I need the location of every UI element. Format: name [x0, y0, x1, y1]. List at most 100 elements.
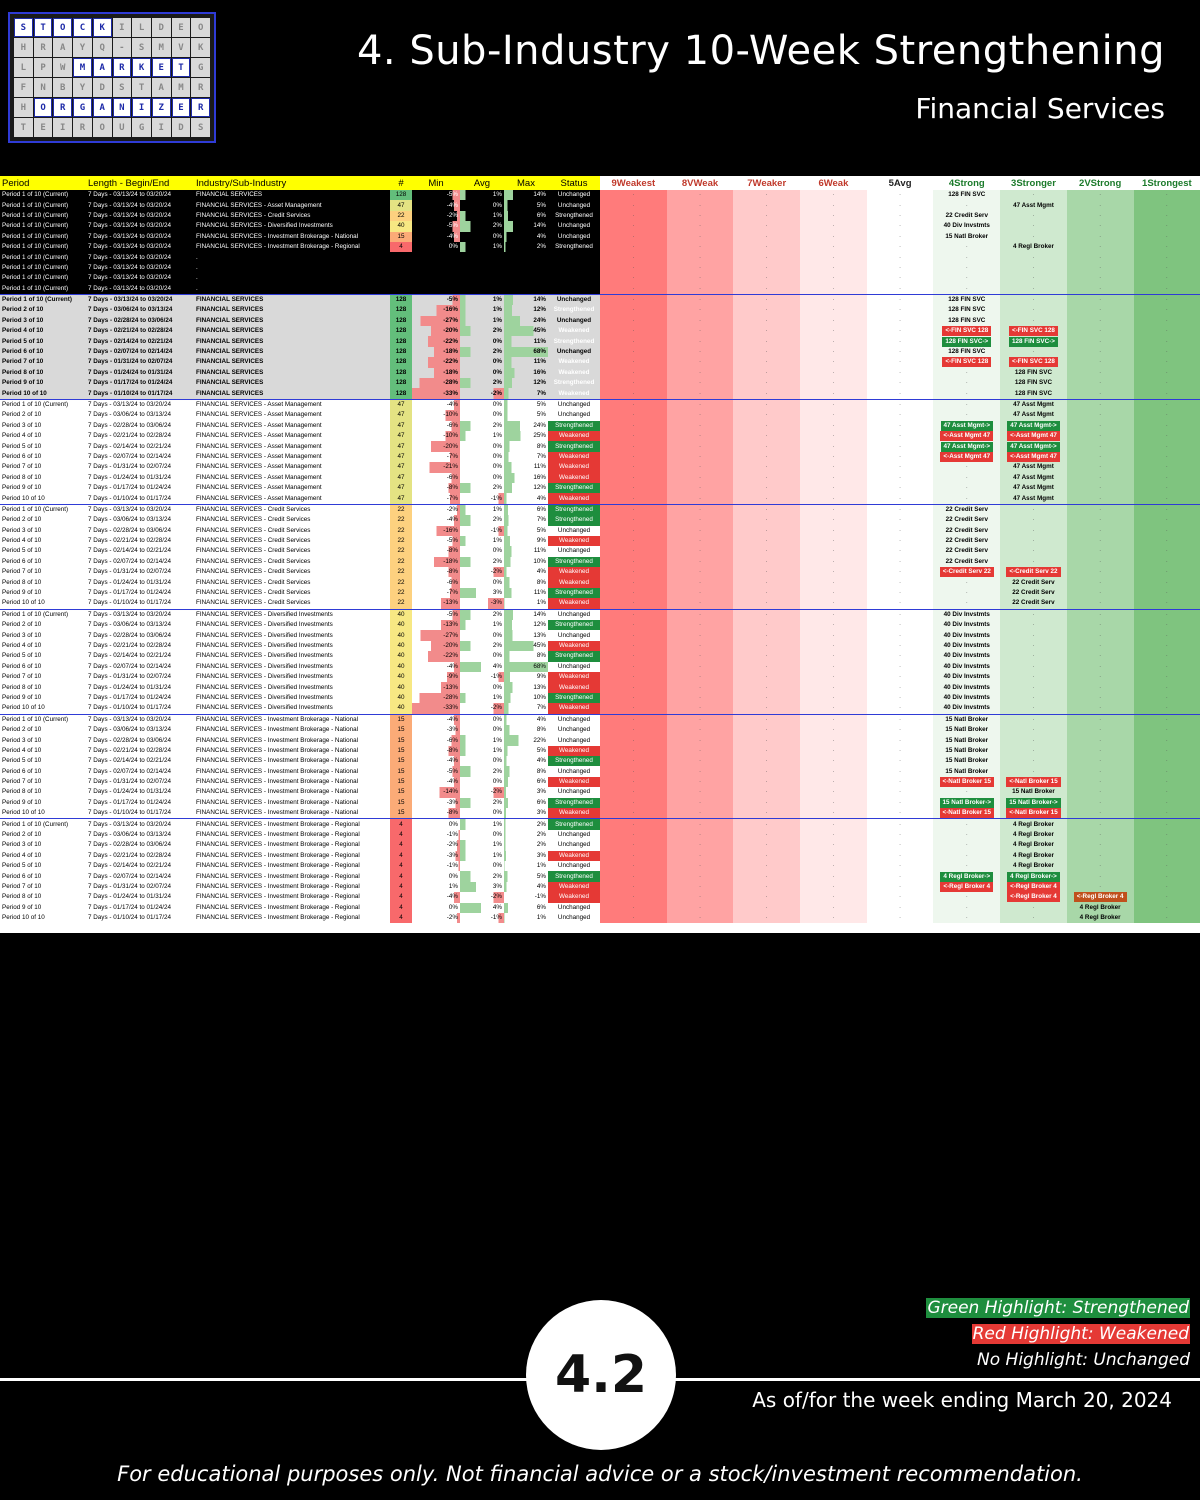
industry-cell: .: [194, 273, 390, 284]
count-cell: 128: [390, 336, 412, 347]
status-cell: Weakened: [548, 640, 600, 652]
period-cell: Period 9 of 10: [0, 378, 86, 389]
zone-label: 22 Credit Serv: [945, 547, 988, 555]
zone-cell: ·: [866, 388, 934, 400]
industry-cell: FINANCIAL SERVICES: [194, 357, 390, 368]
zone-cell: ·: [800, 577, 867, 588]
zone-cell: ·: [600, 829, 667, 841]
logo-filler-letter: B: [53, 78, 73, 97]
zone-cell: ·: [1133, 273, 1200, 284]
period-cell: Period 2 of 10: [2, 831, 42, 839]
logo-filler-letter: D: [92, 78, 112, 97]
zone-cell: ·: [1066, 410, 1134, 421]
period-cell: Period 8 of 10: [2, 683, 42, 691]
zone-cell: ·: [866, 881, 934, 893]
zone-cell: ·: [1066, 567, 1134, 578]
length-cell: 7 Days - 03/13/24 to 03/20/24: [86, 713, 194, 725]
zone-cell: 15 Natl Broker: [933, 745, 1001, 757]
table-row: Period 5 of 10 7 Days - 02/14/24 to 02/21…: [0, 336, 1200, 347]
avg-cell: 0%: [460, 724, 504, 736]
zone-cell: 15 Natl Broker: [933, 735, 1001, 746]
table-row: Period 7 of 10 7 Days - 01/31/24 to 02/07…: [0, 881, 1200, 893]
zone-cell: 128 FIN SVC->: [933, 336, 1001, 347]
avg-cell: 3%: [460, 881, 504, 893]
length-cell: 7 Days - 02/21/24 to 02/28/24: [88, 432, 171, 440]
avg-cell: 0%: [460, 546, 504, 557]
zone-cell: ·: [733, 567, 801, 578]
zone-label: 128 FIN SVC: [1014, 389, 1053, 397]
zone-cell: ·: [666, 850, 734, 861]
min-cell: -4%: [412, 200, 460, 211]
table-row: Period 5 of 10 7 Days - 02/14/24 to 02/21…: [0, 756, 1200, 767]
zone-cell: ·: [800, 326, 867, 337]
zone-cell: ·: [666, 231, 734, 242]
zone-cell: ·: [600, 692, 667, 704]
zone-cell: 40 Div Invstmts: [933, 221, 1001, 232]
logo-letter: T: [171, 58, 191, 77]
length-cell: 7 Days - 02/07/24 to 02/14/24: [86, 346, 194, 358]
length-cell: 7 Days - 02/21/24 to 02/28/24: [88, 641, 171, 649]
status-cell: Strengthened: [548, 482, 600, 494]
zone-cell: ·: [666, 640, 734, 652]
zone-cell: ·: [800, 829, 867, 841]
logo-letter: E: [151, 58, 171, 77]
table-row: Period 5 of 10 7 Days - 02/14/24 to 02/21…: [0, 546, 1200, 557]
logo-filler-letter: E: [33, 118, 53, 137]
zone-cell: ·: [600, 808, 667, 819]
length-cell: 7 Days - 03/13/24 to 03/20/24: [86, 190, 194, 201]
logo-filler-letter: Q: [92, 38, 112, 57]
status-cell: Unchanged: [557, 788, 591, 796]
zone-cell: ·: [800, 608, 867, 621]
max-cell: 1%: [504, 912, 548, 924]
logo-letter: K: [132, 58, 151, 77]
max-cell: 8%: [504, 577, 548, 588]
table-row: Period 3 of 10 7 Days - 02/28/24 to 03/06…: [0, 525, 1200, 536]
zone-cell: ·: [800, 808, 867, 819]
zone-cell: ·: [1000, 735, 1067, 746]
section-badge: 4.2: [526, 1300, 676, 1450]
zone-label: 22 Credit Serv: [1012, 578, 1055, 586]
length-cell: 7 Days - 02/21/24 to 02/28/24: [88, 537, 171, 545]
logo-letter: N: [112, 98, 132, 117]
zone-cell: ·: [933, 577, 1001, 588]
logo-filler-letter: G: [132, 118, 151, 137]
status-cell: Weakened: [548, 430, 600, 442]
table-row: Period 1 of 10 (Current) 7 Days - 03/13/2…: [0, 503, 1200, 516]
max-cell: 4%: [504, 881, 548, 893]
zone-cell: ·: [733, 787, 801, 798]
zone-cell: ·: [800, 410, 867, 421]
logo-letter: T: [33, 18, 53, 37]
length-cell: 7 Days - 01/17/24 to 01/24/24: [88, 903, 171, 911]
zone-cell: ·: [1066, 766, 1134, 777]
zone-label: <-Asst Mgmt 47: [1007, 431, 1060, 442]
count-cell: 15: [390, 797, 412, 809]
zone-label: <-Natl Broker 15: [939, 777, 995, 788]
count-cell: 128: [390, 378, 412, 389]
zone-cell: ·: [866, 482, 934, 494]
length-cell: 7 Days - 02/14/24 to 02/21/24: [88, 442, 171, 450]
zone-cell: ·: [733, 724, 801, 736]
industry-cell: FINANCIAL SERVICES - Credit Services: [196, 537, 311, 545]
zone-cell: ·: [866, 556, 934, 568]
zone-label: 47 Asst Mgmt: [1013, 484, 1054, 492]
zone-cell: ·: [1133, 682, 1200, 693]
avg-cell: -2%: [460, 892, 504, 903]
zone-cell: ·: [800, 357, 867, 368]
industry-cell: FINANCIAL SERVICES - Investment Brokerag…: [196, 841, 360, 849]
industry-cell: FINANCIAL SERVICES - Investment Brokerag…: [196, 809, 359, 817]
as-of-date: As of/for the week ending March 20, 2024: [752, 1388, 1172, 1412]
min-cell: -10%: [412, 410, 460, 421]
logo-letter: M: [73, 58, 92, 77]
max-cell: 4%: [504, 756, 548, 767]
zone-cell: ·: [1133, 703, 1200, 715]
max-cell: 12%: [504, 305, 548, 316]
zone-cell: ·: [1066, 671, 1134, 683]
zone-cell: ·: [800, 902, 867, 913]
length-cell: 7 Days - 03/06/24 to 03/13/24: [88, 831, 171, 839]
zone-cell: ·: [1066, 577, 1134, 588]
zone-cell: ·: [1133, 902, 1200, 913]
length-cell: 7 Days - 03/13/24 to 03/20/24: [86, 200, 194, 211]
zone-cell: ·: [800, 713, 867, 725]
avg-cell: 0%: [460, 829, 504, 841]
